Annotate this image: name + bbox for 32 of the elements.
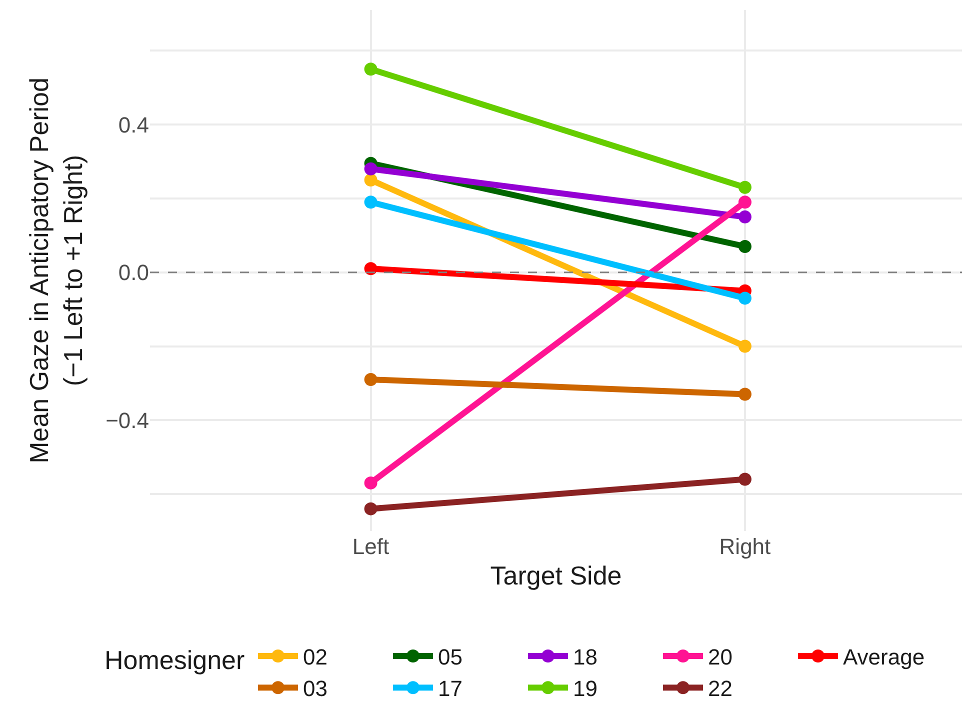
point (364, 502, 378, 516)
point (364, 173, 378, 186)
x-axis-title: Target Side (490, 560, 622, 591)
point (738, 196, 752, 209)
point (738, 388, 752, 401)
y-tick-label: 0.4 (118, 112, 149, 138)
point (364, 373, 378, 386)
y-tick-label: 0.0 (118, 260, 149, 286)
legend-label: 20 (708, 644, 732, 670)
point (364, 162, 378, 176)
point (364, 476, 378, 490)
legend-title: Homesigner (104, 645, 246, 675)
legend-label: 02 (303, 644, 328, 670)
point (364, 62, 378, 76)
point (738, 240, 752, 253)
y-tick-label: −0.4 (106, 408, 149, 433)
legend-label: 19 (573, 676, 598, 702)
point (738, 292, 752, 305)
x-tick-label: Right (719, 534, 771, 559)
point (364, 196, 378, 209)
legend-label: 05 (438, 644, 462, 670)
legend-label: 22 (708, 676, 732, 702)
y-axis-title: Mean Gaze in Anticipatory Period (−1 Left to +1 Right) (24, 78, 88, 464)
legend-label: 17 (438, 676, 462, 702)
point (738, 180, 752, 194)
legend-label: Average (843, 644, 925, 670)
point (738, 472, 752, 486)
x-tick-label: Left (352, 534, 390, 559)
legend-label: 03 (303, 676, 328, 702)
legend-label: 18 (573, 644, 598, 670)
point (738, 210, 752, 224)
point (738, 340, 752, 353)
